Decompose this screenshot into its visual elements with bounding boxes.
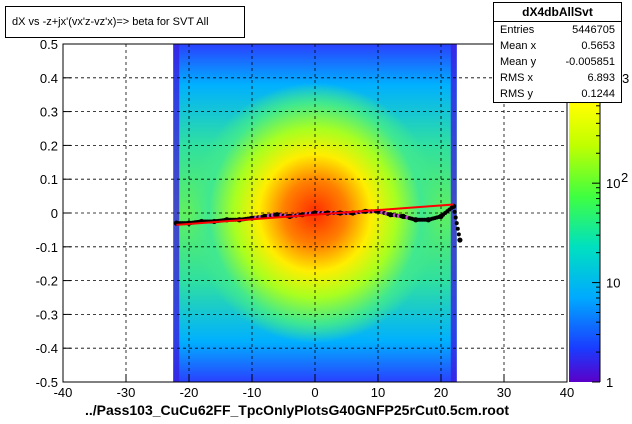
x-tick-label: 20 <box>434 385 448 400</box>
stats-value: 0.5653 <box>581 40 615 52</box>
axis-ticks: -40 -30 -20 -10 0 10 20 30 40 -0.5 -0.4 -0.3 -0.2 -0.… <box>36 37 575 400</box>
profile-point <box>273 212 278 217</box>
stats-label: Entries <box>500 24 535 36</box>
stats-row: RMS x 6.893 <box>494 70 621 86</box>
stats-box: dX4dbAllSvt Entries 5446705 Mean x 0.565… <box>493 2 622 103</box>
z-tick-label: 10 <box>606 276 620 291</box>
x-tick-label: 10 <box>371 385 385 400</box>
y-tick-label: -0.3 <box>36 307 58 322</box>
x-tick-label: -10 <box>243 385 262 400</box>
profile-point <box>411 217 416 222</box>
stats-name: dX4dbAllSvt <box>494 3 621 22</box>
profile-point <box>455 226 460 231</box>
profile-point <box>453 215 458 220</box>
profile-point <box>454 221 459 226</box>
profile-point <box>449 205 454 210</box>
y-tick-label: -0.5 <box>36 375 58 390</box>
stats-row: Mean x 0.5653 <box>494 38 621 54</box>
stats-label: RMS x <box>500 72 533 84</box>
x-tick-label: -30 <box>117 385 136 400</box>
y-tick-label: -0.4 <box>36 341 58 356</box>
y-tick-label: 0.1 <box>40 172 58 187</box>
profile-point <box>436 214 441 219</box>
x-axis-label: ../Pass103_CuCu62FF_TpcOnlyPlotsG40GNFP2… <box>85 402 510 418</box>
y-tick-label: 0 <box>51 206 58 221</box>
z-tick-label: 1 <box>606 375 613 390</box>
heatmap-edge-left <box>173 44 180 382</box>
x-tick-label: 40 <box>560 385 574 400</box>
x-tick-label: -40 <box>54 385 73 400</box>
stats-row: Mean y -0.005851 <box>494 54 621 70</box>
z-tick-exponent: 3 <box>622 71 629 86</box>
profile-point <box>456 232 461 237</box>
profile-point <box>399 214 404 219</box>
stats-label: Mean x <box>500 40 537 52</box>
z-tick-label: 10 <box>606 176 620 191</box>
x-tick-label: -20 <box>180 385 199 400</box>
stats-label: Mean y <box>500 56 537 68</box>
profile-point <box>424 217 429 222</box>
stats-label: RMS y <box>500 88 533 100</box>
stats-value: -0.005851 <box>565 56 615 68</box>
y-tick-label: 0.5 <box>40 37 58 52</box>
stats-value: 0.1244 <box>581 88 615 100</box>
y-tick-label: 0.4 <box>40 71 58 86</box>
profile-point <box>386 212 391 217</box>
stats-row: Entries 5446705 <box>494 22 621 38</box>
stats-row: RMS y 0.1244 <box>494 86 621 102</box>
fit-line <box>176 203 454 226</box>
z-tick-exponent: 2 <box>621 170 628 185</box>
grid-lines <box>63 44 567 382</box>
y-tick-label: 0.2 <box>40 138 58 153</box>
stats-value: 6.893 <box>587 72 615 84</box>
y-tick-label: -0.2 <box>36 274 58 289</box>
x-tick-label: 0 <box>311 385 318 400</box>
y-tick-label: 0.3 <box>40 105 58 120</box>
profile-point <box>457 237 463 243</box>
plot-title: dX vs -z+jx'(vx'z-vz'x)=> beta for SVT A… <box>5 6 245 38</box>
y-tick-label: -0.1 <box>36 240 58 255</box>
stats-value: 5446705 <box>572 24 615 36</box>
x-tick-label: 30 <box>497 385 511 400</box>
profile-point <box>452 209 457 214</box>
